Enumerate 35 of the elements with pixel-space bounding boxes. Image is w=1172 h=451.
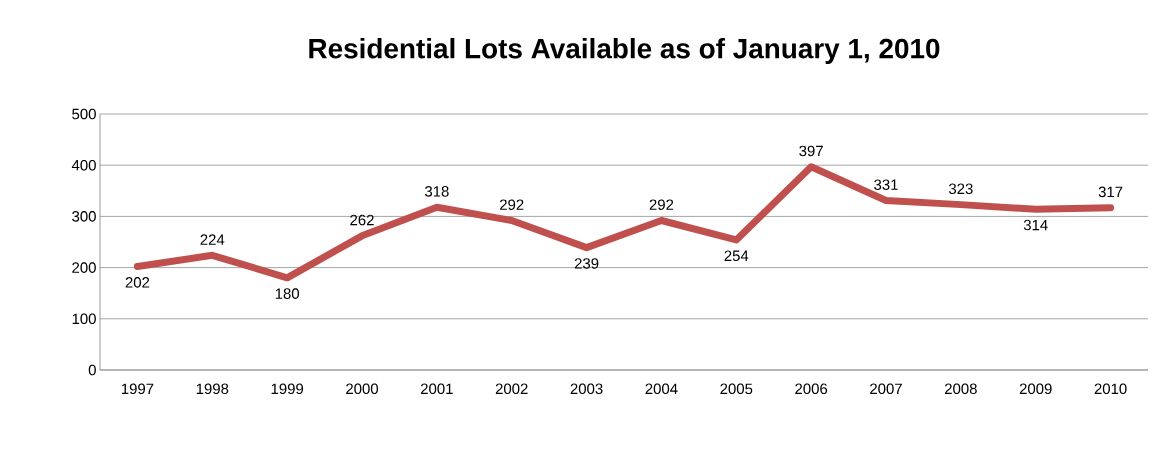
data-label: 314	[1023, 219, 1048, 231]
x-tick-label: 2003	[570, 383, 603, 395]
y-tick-label: 300	[72, 211, 96, 222]
y-tick-label: 0	[88, 364, 96, 376]
x-tick-label: 2006	[795, 383, 828, 395]
data-label: 262	[350, 214, 374, 226]
x-tick-label: 2007	[870, 383, 902, 395]
y-tick-label: 200	[72, 262, 96, 273]
data-label: 317	[1098, 186, 1123, 198]
data-label: 397	[799, 145, 823, 157]
x-tick-label: 2009	[1019, 383, 1052, 395]
data-label: 254	[724, 250, 749, 262]
x-tick-label: 2000	[346, 383, 379, 395]
y-tick-label: 400	[71, 159, 96, 171]
data-label: 224	[200, 234, 225, 245]
x-tick-label: 2010	[1094, 383, 1127, 395]
x-tick-label: 2008	[944, 383, 977, 395]
data-label: 331	[874, 179, 898, 190]
x-tick-label: 2002	[495, 383, 528, 395]
data-label: 292	[500, 199, 524, 210]
chart-title: Residential Lots Available as of January 1, 2010	[309, 38, 940, 64]
x-tick-label: 1997	[121, 383, 154, 395]
data-label: 323	[948, 183, 973, 195]
y-tick-label: 500	[72, 108, 96, 120]
x-tick-label: 2005	[720, 383, 753, 395]
x-tick-label: 2004	[645, 383, 678, 395]
y-tick-label: 100	[72, 313, 96, 325]
data-label: 318	[424, 186, 449, 197]
data-label: 292	[649, 199, 674, 210]
x-tick-label: 2001	[420, 383, 453, 395]
x-tick-label: 1998	[196, 383, 229, 395]
data-label: 239	[574, 258, 599, 269]
x-tick-label: 1999	[271, 383, 304, 395]
data-label: 180	[275, 288, 300, 299]
data-label: 202	[125, 277, 150, 288]
